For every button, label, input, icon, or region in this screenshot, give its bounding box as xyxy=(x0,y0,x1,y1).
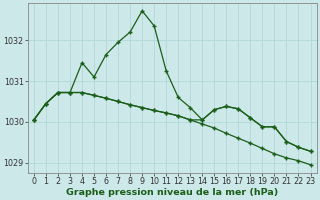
X-axis label: Graphe pression niveau de la mer (hPa): Graphe pression niveau de la mer (hPa) xyxy=(66,188,278,197)
